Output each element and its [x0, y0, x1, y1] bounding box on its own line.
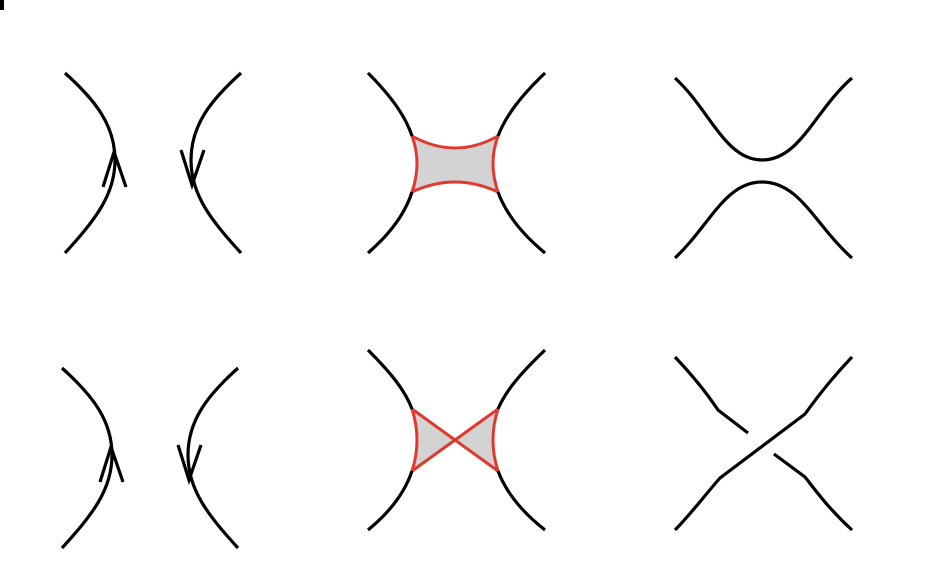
up-arrow-head [101, 146, 128, 188]
right-arc-lower [496, 470, 546, 532]
crossing-bottom [673, 355, 854, 532]
down-arrow-head [176, 444, 203, 486]
up-arrow-head [98, 441, 125, 483]
region-fill [410, 134, 500, 194]
right-arc [186, 366, 240, 550]
left-arc-lower [366, 191, 414, 255]
left-arc-lower [366, 470, 414, 532]
left-arc-upper [366, 348, 414, 410]
right-arc-upper [496, 348, 547, 410]
twisted-region-bottom [366, 348, 547, 532]
left-arc [60, 366, 114, 550]
left-arc-upper [366, 71, 414, 137]
left-triangle [410, 407, 457, 473]
over-strand [673, 355, 854, 532]
right-arc-upper [496, 71, 547, 137]
upper-cap [673, 76, 854, 162]
right-arc [189, 71, 243, 255]
corner-mark [0, 0, 4, 10]
oriented-arcs-bottom [60, 366, 240, 550]
lower-cup [673, 180, 854, 260]
oriented-arcs-top [63, 71, 243, 255]
right-triangle [453, 407, 500, 473]
smoothing-horizontal-top [673, 76, 854, 260]
under-strand-upper [673, 355, 749, 435]
left-arc [63, 71, 117, 255]
saddle-region-top [366, 71, 547, 255]
under-strand-lower [773, 452, 854, 532]
right-arc-lower [496, 191, 547, 255]
down-arrow-head [179, 149, 206, 191]
